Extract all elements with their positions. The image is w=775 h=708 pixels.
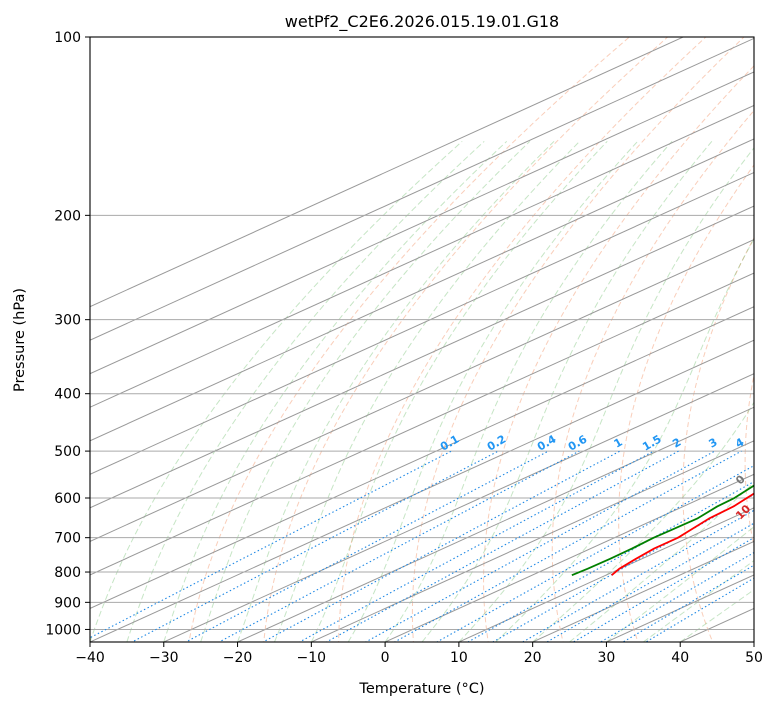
x-tick-label: 40 (671, 650, 689, 666)
y-tick-label: 800 (54, 565, 81, 581)
x-tick-label: −20 (223, 650, 253, 666)
isobar-gridlines (90, 37, 754, 630)
isotherm-line (383, 473, 754, 642)
x-axis: −40 −30 −20 −10 0 10 20 30 40 50 (75, 642, 763, 666)
dry-adiabat (188, 37, 631, 642)
isotherm-line (90, 239, 754, 542)
isotherm-line (90, 339, 754, 642)
dry-adiabat (263, 37, 669, 642)
dry-adiabat (411, 37, 745, 642)
mixing-ratio-line (298, 450, 654, 642)
dry-adiabat (551, 109, 754, 642)
x-tick-label: 10 (450, 650, 468, 666)
isotherm-line (457, 507, 754, 642)
series-temperature-line (611, 492, 754, 576)
y-tick-label: 600 (54, 491, 81, 507)
isotherm-line (236, 406, 754, 642)
isotherm-line (90, 71, 754, 375)
profile-series (571, 484, 754, 577)
plot-frame (89, 36, 755, 643)
isotherm-line (90, 205, 754, 509)
y-tick-label: 1000 (45, 622, 81, 638)
isotherm-line (90, 171, 754, 475)
isotherm-line (90, 104, 754, 408)
x-tick-label: −10 (297, 650, 327, 666)
isotherm-line (531, 540, 754, 642)
x-tick-label: 20 (524, 650, 542, 666)
mixing-ratio-line (90, 450, 452, 639)
mixing-ratio-line (364, 450, 716, 642)
mixing-ratio-line (393, 450, 742, 642)
mixing-ratio-line (217, 450, 580, 642)
skewed-isotherms (90, 37, 754, 642)
dry-adiabat (682, 236, 754, 642)
y-tick-label: 200 (54, 208, 81, 224)
dry-adiabat (483, 65, 754, 642)
x-tick-label: 30 (598, 650, 616, 666)
plot-background (90, 37, 754, 642)
mixing-ratio-line (261, 450, 621, 642)
chart-title: wetPf2_C2E6.2026.015.19.01.G18 (285, 12, 559, 32)
mixing-ratio-line (130, 450, 499, 642)
mixing-ratio-line (599, 551, 754, 642)
mixing-ratio-line (572, 537, 754, 642)
isotherm-line (90, 37, 754, 341)
x-tick-label: −30 (149, 650, 179, 666)
dry-adiabat (618, 164, 754, 642)
mixing-ratio-line (521, 509, 754, 642)
isotherm-line (310, 440, 754, 642)
mixing-ratio-line (184, 450, 549, 642)
x-tick-label: −40 (75, 650, 105, 666)
x-tick-label: 0 (381, 650, 390, 666)
isotherm-line (90, 306, 754, 610)
mixing-ratio-line (622, 564, 754, 642)
dry-adiabats (188, 37, 754, 642)
y-tick-label: 500 (54, 444, 81, 460)
y-tick-label: 100 (54, 30, 81, 46)
x-tick-label: 50 (745, 650, 763, 666)
y-axis: 100 200 300 400 500 600 700 800 900 1000 (45, 30, 90, 638)
isotherm-line (90, 37, 685, 308)
y-tick-label: 900 (54, 595, 81, 611)
mixing-ratio-line (435, 465, 754, 642)
y-tick-label: 400 (54, 387, 81, 403)
y-tick-label: 300 (54, 313, 81, 329)
mixing-ratio-line (545, 522, 754, 642)
y-axis-label: Pressure (hPa) (12, 288, 28, 392)
isotherm-line (90, 272, 754, 576)
y-tick-label: 700 (54, 531, 81, 547)
isotherm-line (90, 138, 754, 442)
x-axis-label: Temperature (°C) (358, 681, 484, 697)
series-dewpoint-line (571, 484, 754, 577)
isotherm-line (162, 373, 754, 642)
